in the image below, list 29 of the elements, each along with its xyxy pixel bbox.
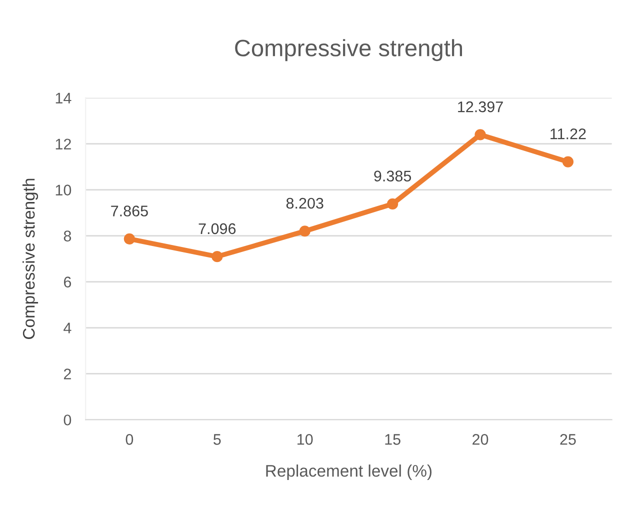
y-tick-label: 8: [64, 230, 72, 242]
chart-title: Compressive strength: [235, 39, 462, 62]
x-tick-label: 0: [126, 434, 134, 445]
data-label: 9.385: [374, 170, 412, 182]
data-label: 12.397: [458, 101, 503, 112]
point: [299, 226, 310, 237]
x-tick-label: 5: [214, 434, 221, 445]
data-label: 11.22: [550, 128, 586, 140]
x-tick-label: 15: [385, 434, 400, 445]
x-tick-label: 10: [298, 434, 313, 445]
point: [474, 129, 486, 140]
y-axis-title: Compressive strength: [22, 178, 38, 339]
point: [212, 251, 223, 262]
x-tick-label: 20: [472, 434, 488, 445]
point: [124, 233, 135, 244]
x-axis-title: Replacement level (%): [266, 464, 432, 480]
y-tick-label: 0: [64, 414, 72, 426]
x-tick-label: 25: [560, 434, 576, 445]
point: [562, 156, 574, 168]
data-label: 8.203: [286, 198, 324, 209]
y-tick-label: 10: [56, 184, 72, 196]
data-label: 7.865: [111, 206, 148, 216]
y-tick-label: 14: [56, 92, 72, 104]
y-tick-label: 12: [56, 138, 71, 150]
data-label: 7.096: [198, 223, 236, 234]
y-tick-label: 4: [64, 322, 72, 334]
point: [386, 198, 398, 210]
y-tick-label: 6: [64, 276, 72, 288]
y-tick-label: 2: [64, 368, 71, 380]
